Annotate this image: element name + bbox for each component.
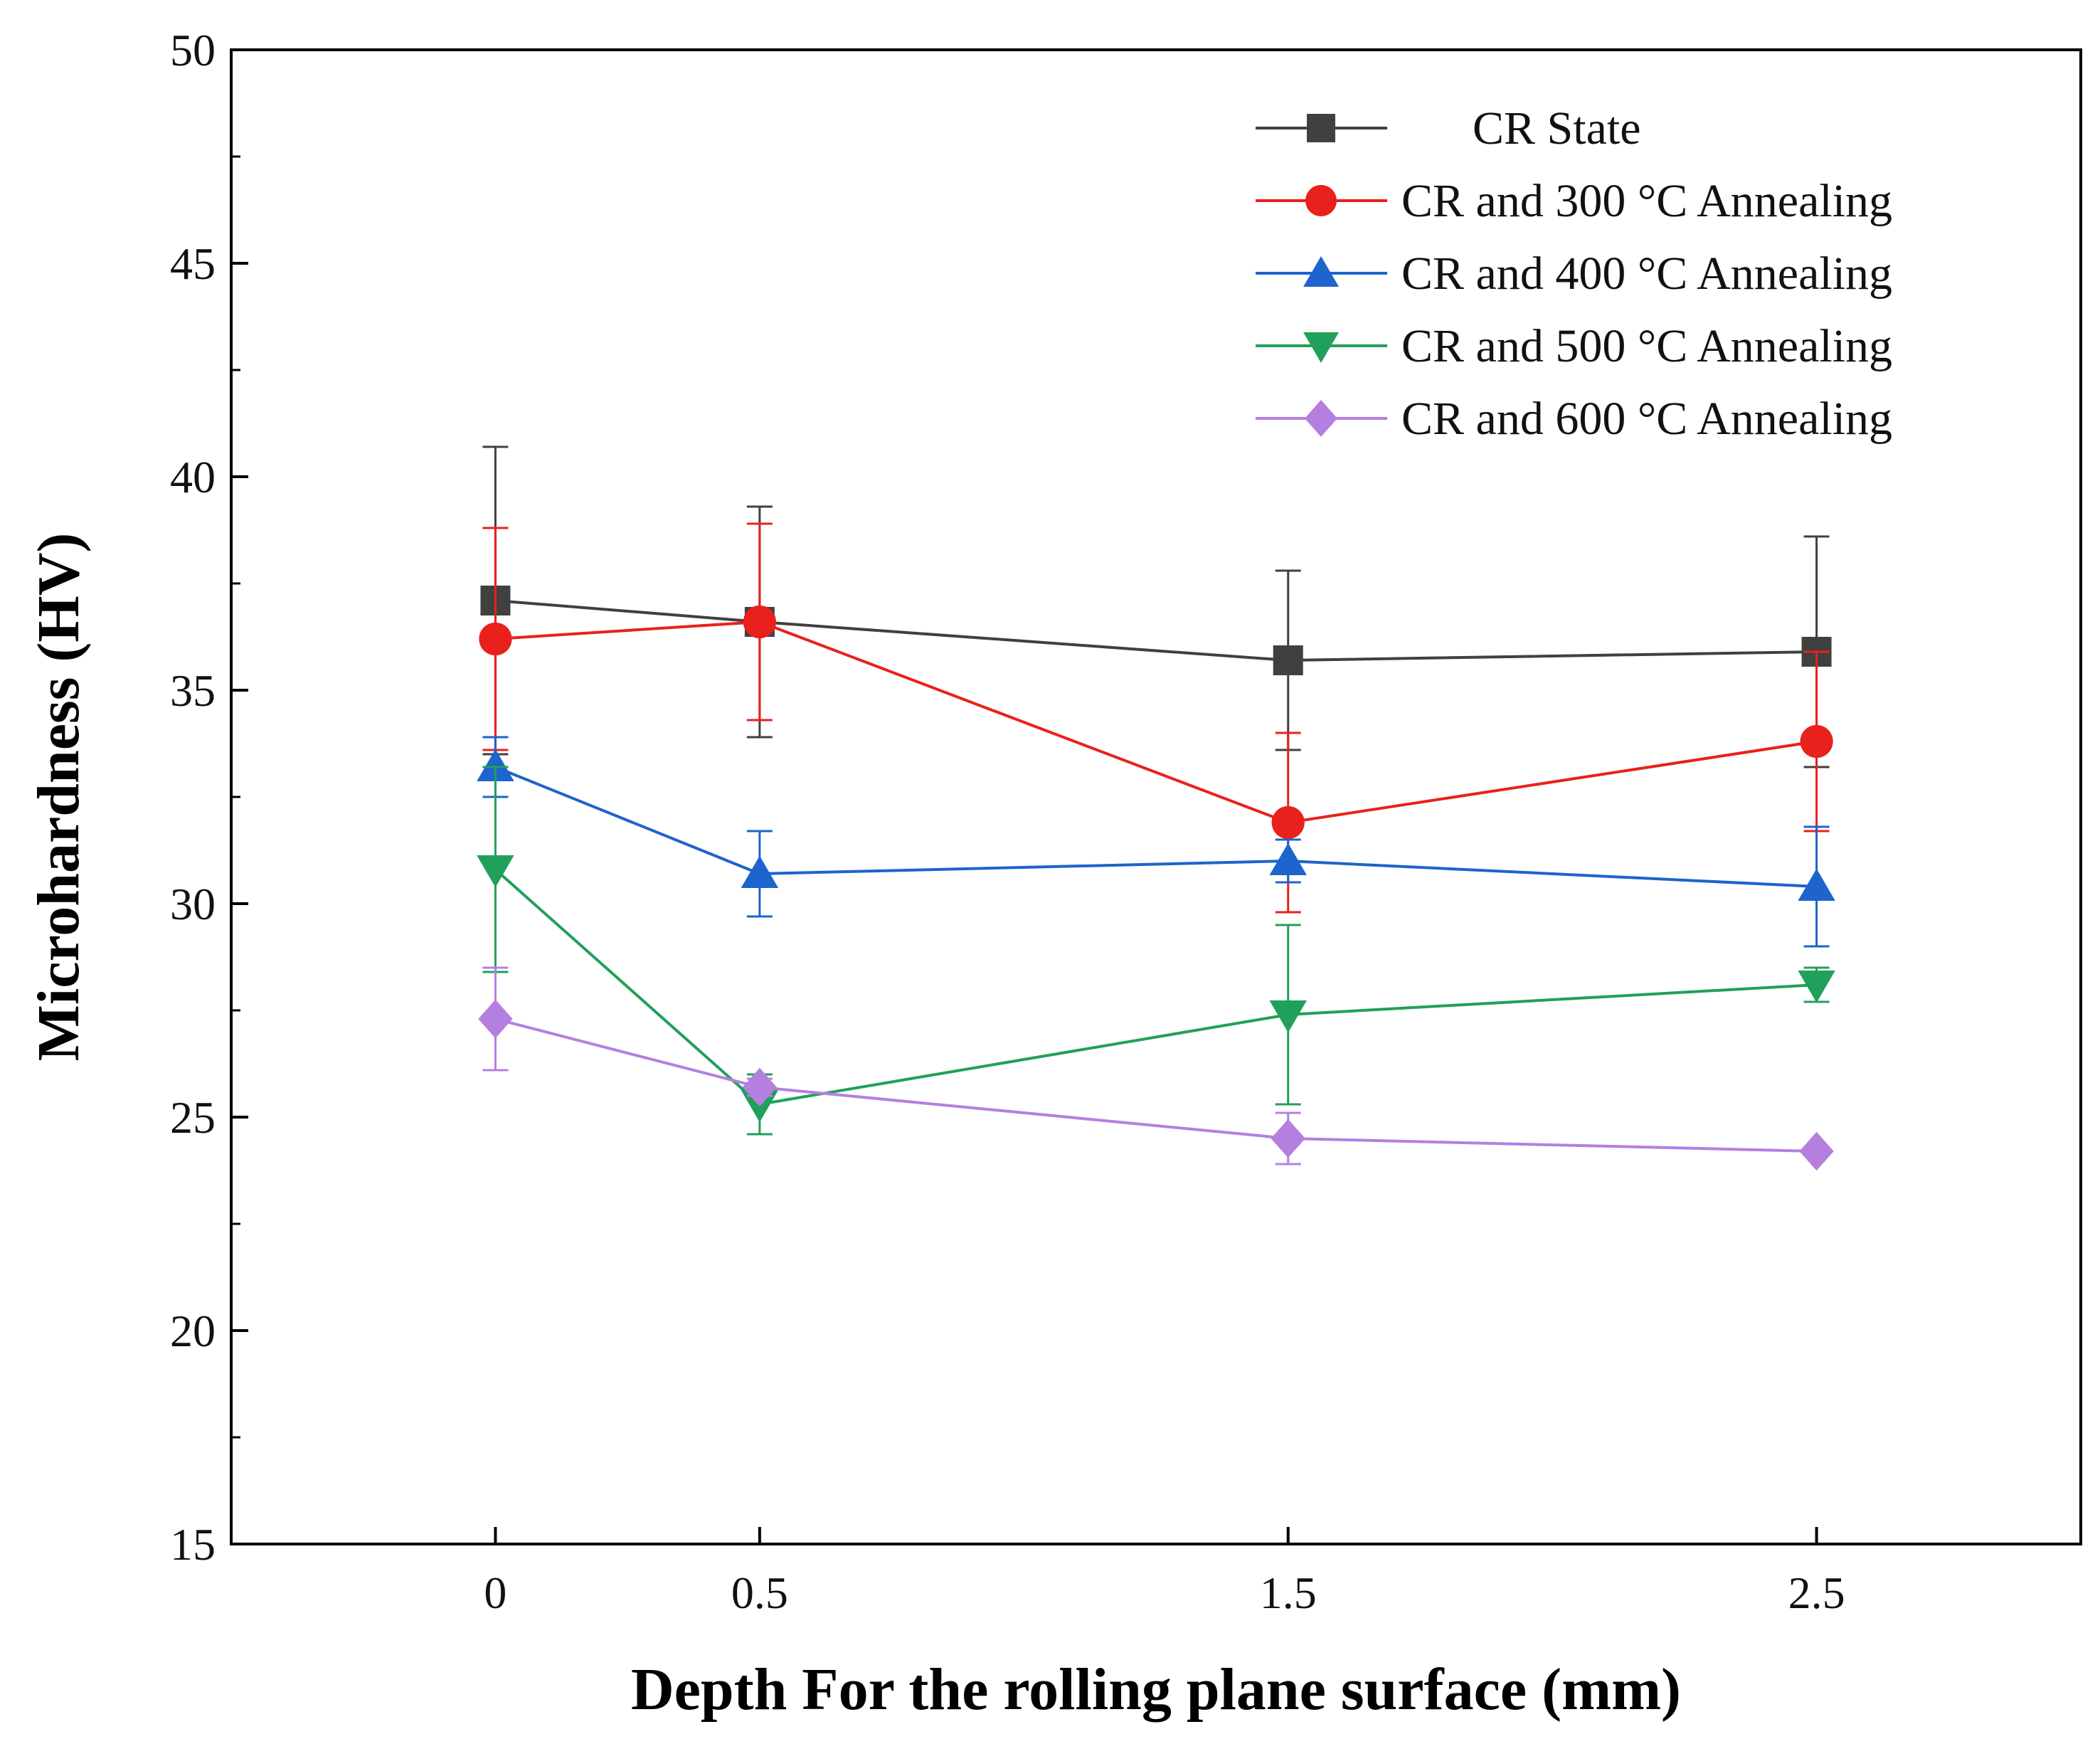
series-cr-and-300-c-annealing — [479, 522, 1833, 914]
x-axis: 0 0.5 1.5 2.5 — [484, 1527, 1845, 1618]
legend-marker — [1303, 256, 1339, 287]
data-point — [1271, 805, 1305, 840]
data-point — [743, 605, 776, 639]
legend-item-cr-and-300-c-annealing: CR and 300 °C Annealing — [1256, 175, 1892, 227]
legend-label: CR and 400 °C Annealing — [1401, 248, 1892, 300]
x-tick-label: 0 — [484, 1568, 507, 1618]
y-tick-label: 50 — [170, 25, 216, 75]
data-point — [1798, 971, 1835, 1003]
data-point — [1271, 1119, 1305, 1158]
data-point — [1269, 1000, 1307, 1033]
series-line — [494, 868, 1817, 1106]
data-point — [478, 999, 513, 1039]
legend-marker — [1307, 114, 1335, 142]
y-axis: 15 20 25 30 35 40 45 50 — [170, 25, 248, 1570]
legend-label: CR State — [1473, 102, 1641, 154]
series-line — [495, 599, 1817, 662]
legend: CR State CR and 300 °C Annealing CR and 40… — [1256, 102, 1892, 445]
y-tick-label: 25 — [170, 1092, 216, 1143]
data-point — [479, 622, 512, 656]
series-layer — [477, 445, 1835, 1171]
series-line — [494, 766, 1817, 888]
y-tick-label: 15 — [170, 1519, 216, 1570]
x-tick-label: 1.5 — [1260, 1568, 1317, 1618]
series-line — [495, 620, 1817, 825]
y-tick-label: 45 — [170, 238, 216, 289]
x-tick-label: 2.5 — [1788, 1568, 1845, 1618]
y-tick-label: 30 — [170, 879, 216, 929]
data-point — [1798, 868, 1835, 901]
series-cr-state — [480, 445, 1832, 768]
x-tick-label: 0.5 — [731, 1568, 788, 1618]
legend-label: CR and 500 °C Annealing — [1401, 320, 1892, 372]
data-point — [1273, 645, 1303, 675]
y-tick-label: 40 — [170, 452, 216, 502]
series-cr-and-600-c-annealing — [478, 966, 1834, 1171]
legend-item-cr-and-600-c-annealing: CR and 600 °C Annealing — [1256, 393, 1892, 445]
legend-item-cr-and-500-c-annealing: CR and 500 °C Annealing — [1256, 320, 1892, 372]
y-tick-label: 35 — [170, 665, 216, 716]
x-axis-title: Depth For the rolling plane surface (mm) — [631, 1656, 1681, 1723]
series-cr-and-400-c-annealing — [477, 736, 1835, 948]
legend-label: CR and 300 °C Annealing — [1401, 175, 1892, 227]
y-axis-title: Microhardness (HV) — [26, 533, 92, 1062]
data-point — [741, 855, 779, 888]
legend-label: CR and 600 °C Annealing — [1401, 393, 1892, 445]
data-point — [1800, 724, 1833, 758]
data-point — [742, 1067, 778, 1107]
data-point — [477, 855, 514, 888]
y-tick-label: 20 — [170, 1306, 216, 1356]
legend-item-cr-state: CR State — [1256, 102, 1641, 154]
legend-marker — [1305, 185, 1337, 216]
data-point — [1269, 842, 1307, 875]
data-point — [477, 749, 514, 781]
series-cr-and-500-c-annealing — [477, 766, 1835, 1136]
data-point — [1799, 1131, 1834, 1171]
series-line — [494, 1018, 1817, 1153]
legend-marker — [1303, 332, 1339, 363]
legend-marker — [1305, 400, 1337, 437]
legend-item-cr-and-400-c-annealing: CR and 400 °C Annealing — [1256, 248, 1892, 300]
